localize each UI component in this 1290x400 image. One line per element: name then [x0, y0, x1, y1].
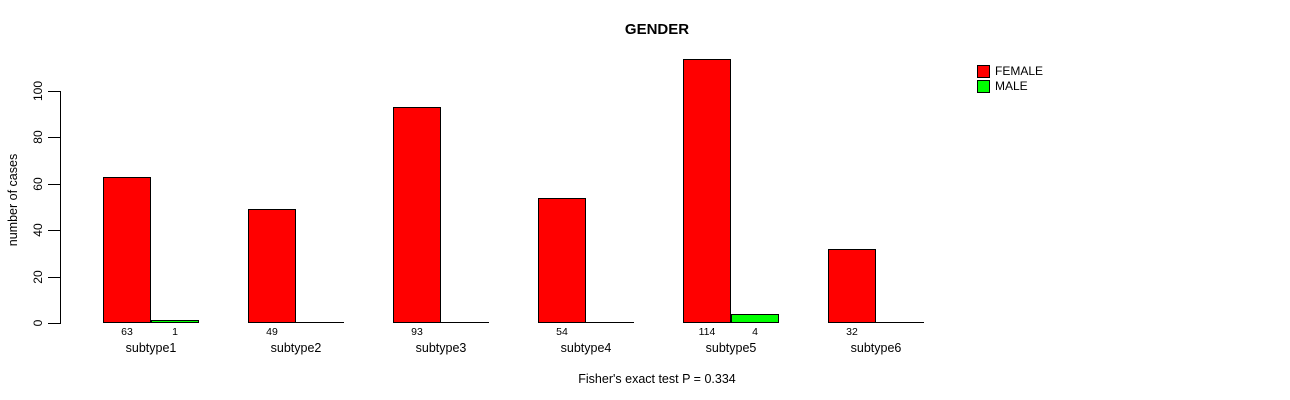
bar-female-subtype3 — [393, 107, 441, 323]
y-tick — [48, 230, 61, 231]
y-axis-label: number of cases — [6, 153, 20, 247]
x-baseline — [393, 322, 489, 323]
value-label-female-subtype5: 114 — [698, 326, 716, 338]
y-tick-label: 20 — [31, 270, 45, 284]
bar-male-subtype5 — [731, 314, 779, 323]
bar-female-subtype6 — [828, 249, 876, 323]
category-label-subtype4: subtype4 — [560, 341, 612, 355]
y-tick — [48, 277, 61, 278]
category-label-subtype2: subtype2 — [270, 341, 322, 355]
value-label-female-subtype3: 93 — [411, 326, 423, 338]
y-tick-label: 100 — [31, 80, 45, 102]
value-label-female-subtype1: 63 — [121, 326, 133, 338]
legend-item-male: MALE — [977, 79, 1043, 94]
value-label-male-subtype5: 4 — [752, 326, 758, 338]
category-label-subtype5: subtype5 — [705, 341, 757, 355]
value-label-female-subtype6: 32 — [846, 326, 858, 338]
bar-female-subtype2 — [248, 209, 296, 323]
y-tick-label: 80 — [31, 130, 45, 144]
bar-female-subtype4 — [538, 198, 586, 323]
value-label-female-subtype2: 49 — [266, 326, 278, 338]
x-baseline — [828, 322, 924, 323]
y-tick-label: 40 — [31, 223, 45, 237]
value-label-male-subtype1: 1 — [172, 326, 178, 338]
legend-swatch-male — [977, 80, 990, 93]
category-label-subtype3: subtype3 — [415, 341, 467, 355]
legend-label-female: FEMALE — [995, 64, 1044, 78]
x-baseline — [538, 322, 634, 323]
y-axis — [60, 91, 61, 324]
category-label-subtype6: subtype6 — [850, 341, 902, 355]
y-tick-label: 0 — [31, 319, 45, 327]
bar-female-subtype1 — [103, 177, 151, 323]
fisher-test-caption: Fisher's exact test P = 0.334 — [578, 372, 736, 386]
value-label-female-subtype4: 54 — [556, 326, 568, 338]
category-label-subtype1: subtype1 — [125, 341, 177, 355]
x-baseline — [248, 322, 344, 323]
legend-label-male: MALE — [995, 79, 1028, 93]
legend-item-female: FEMALE — [977, 64, 1043, 79]
y-tick — [48, 137, 61, 138]
y-tick — [48, 323, 61, 324]
legend: FEMALE MALE — [977, 64, 1043, 94]
y-tick — [48, 184, 61, 185]
bar-male-subtype1 — [151, 320, 199, 323]
y-tick — [48, 91, 61, 92]
bar-female-subtype5 — [683, 59, 731, 323]
y-tick-label: 60 — [31, 177, 45, 191]
legend-swatch-female — [977, 65, 990, 78]
chart-title: GENDER — [624, 21, 690, 38]
